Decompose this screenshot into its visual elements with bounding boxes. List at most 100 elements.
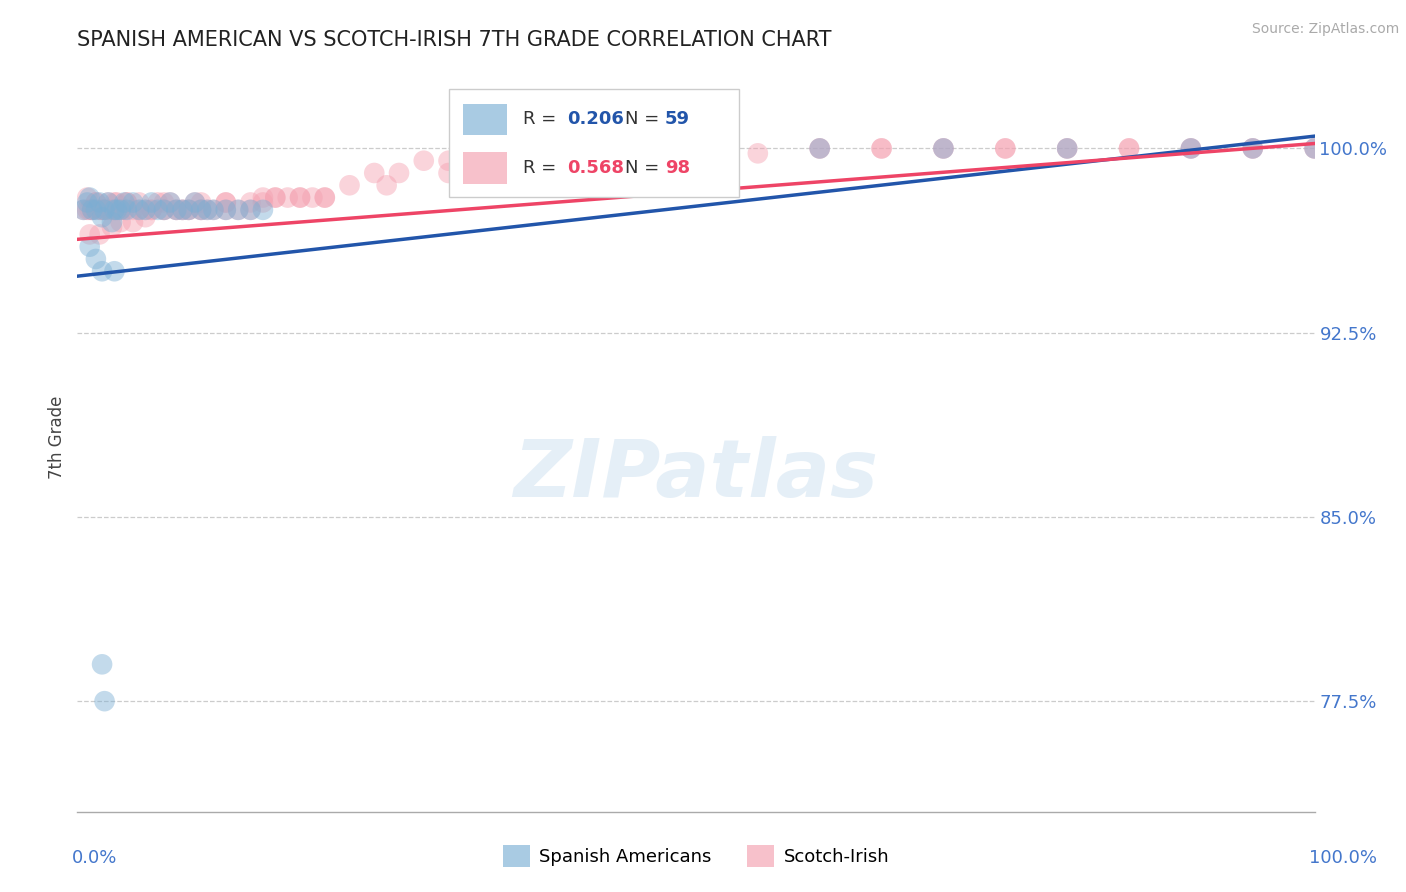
Text: 0.0%: 0.0% (72, 849, 117, 867)
Point (252, 202, 274, 217)
Point (239, 195, 262, 210)
Point (172, 202, 194, 217)
Point (115, 202, 138, 217)
Point (252, 190, 274, 204)
Point (89, 195, 111, 210)
Point (153, 202, 176, 217)
Point (93, 202, 115, 217)
Point (84, 195, 107, 210)
Point (195, 202, 218, 217)
Bar (464, 153, 506, 184)
Point (1180, 141, 1202, 155)
Point (215, 202, 238, 217)
Point (97, 195, 120, 210)
Point (82, 202, 104, 217)
Point (89, 202, 111, 217)
Point (215, 202, 238, 217)
Text: 100.0%: 100.0% (1309, 849, 1376, 867)
Point (122, 195, 145, 210)
Point (128, 195, 150, 210)
Point (252, 195, 274, 210)
Point (134, 202, 156, 217)
Point (91, 264, 114, 278)
Point (84, 195, 107, 210)
Point (105, 195, 128, 210)
Point (288, 190, 311, 204)
Point (1303, 141, 1326, 155)
Point (91, 202, 114, 217)
Point (97, 195, 120, 210)
Text: 59: 59 (665, 111, 690, 128)
Text: R =: R = (523, 111, 562, 128)
Point (134, 202, 156, 217)
Point (115, 195, 138, 210)
Point (277, 190, 299, 204)
Point (190, 202, 212, 217)
Point (141, 202, 163, 217)
Point (190, 202, 212, 217)
Point (239, 202, 262, 217)
Point (264, 190, 287, 204)
Point (84, 252, 107, 266)
Point (79, 240, 101, 254)
Point (146, 195, 169, 210)
Point (1303, 141, 1326, 155)
Point (412, 153, 434, 168)
Point (932, 141, 955, 155)
Point (499, 166, 522, 180)
Point (215, 195, 238, 210)
Point (623, 153, 645, 168)
Point (159, 195, 181, 210)
Point (994, 141, 1017, 155)
Point (110, 215, 132, 229)
Point (91, 202, 114, 217)
Text: ZIPatlas: ZIPatlas (513, 435, 879, 514)
Point (870, 141, 893, 155)
Point (808, 141, 831, 155)
Text: N =: N = (626, 159, 665, 178)
Point (76, 190, 98, 204)
Point (91, 211, 114, 225)
Point (72, 202, 94, 217)
Point (314, 190, 336, 204)
Point (141, 195, 163, 210)
Point (177, 202, 200, 217)
Point (1241, 141, 1264, 155)
Point (375, 178, 398, 193)
Point (177, 202, 200, 217)
Point (84, 202, 107, 217)
Point (115, 195, 138, 210)
Point (103, 202, 125, 217)
Text: N =: N = (626, 111, 665, 128)
Point (128, 202, 150, 217)
Point (226, 202, 249, 217)
Point (314, 190, 336, 204)
Point (932, 141, 955, 155)
Point (1118, 141, 1140, 155)
Point (172, 202, 194, 217)
Point (82, 202, 104, 217)
Point (195, 202, 218, 217)
Point (1180, 141, 1202, 155)
Point (159, 195, 181, 210)
Point (226, 202, 249, 217)
Point (388, 166, 411, 180)
Point (89, 227, 111, 242)
Point (202, 202, 225, 217)
Point (79, 190, 101, 204)
Point (122, 215, 145, 229)
Point (82, 202, 104, 217)
Point (101, 215, 124, 229)
Text: Source: ZipAtlas.com: Source: ZipAtlas.com (1251, 22, 1399, 37)
Point (437, 166, 460, 180)
Point (1180, 141, 1202, 155)
Point (994, 141, 1017, 155)
Point (1056, 141, 1078, 155)
Point (747, 146, 769, 161)
Point (134, 211, 156, 225)
Point (301, 190, 323, 204)
Point (202, 202, 225, 217)
Text: 98: 98 (665, 159, 690, 178)
Point (932, 141, 955, 155)
Point (1241, 141, 1264, 155)
